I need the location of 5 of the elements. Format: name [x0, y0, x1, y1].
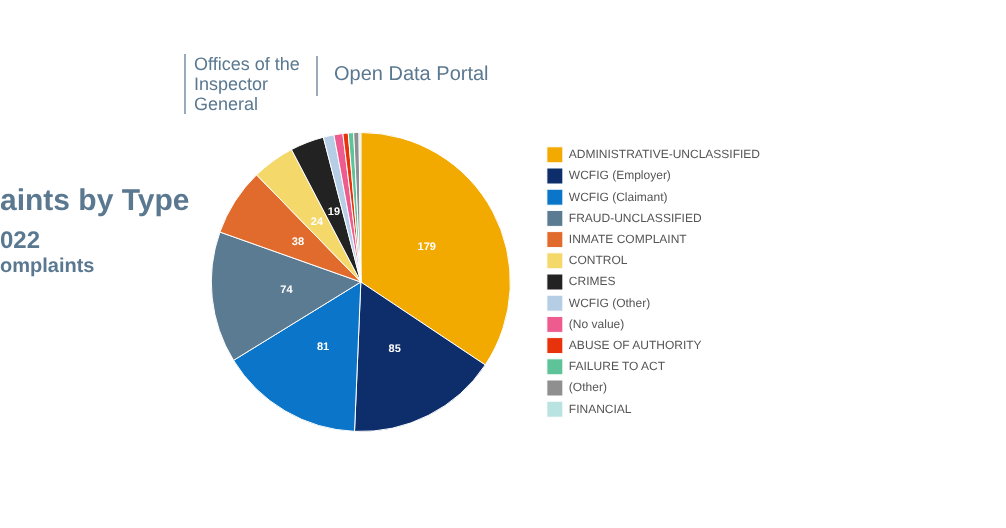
text: 022: [0, 226, 41, 254]
text: aints by Type: [0, 184, 190, 218]
text: Open Data Portal: [316, 56, 489, 96]
text: omplaints: [0, 256, 95, 278]
text: Offices of the Inspector General: [184, 54, 314, 114]
